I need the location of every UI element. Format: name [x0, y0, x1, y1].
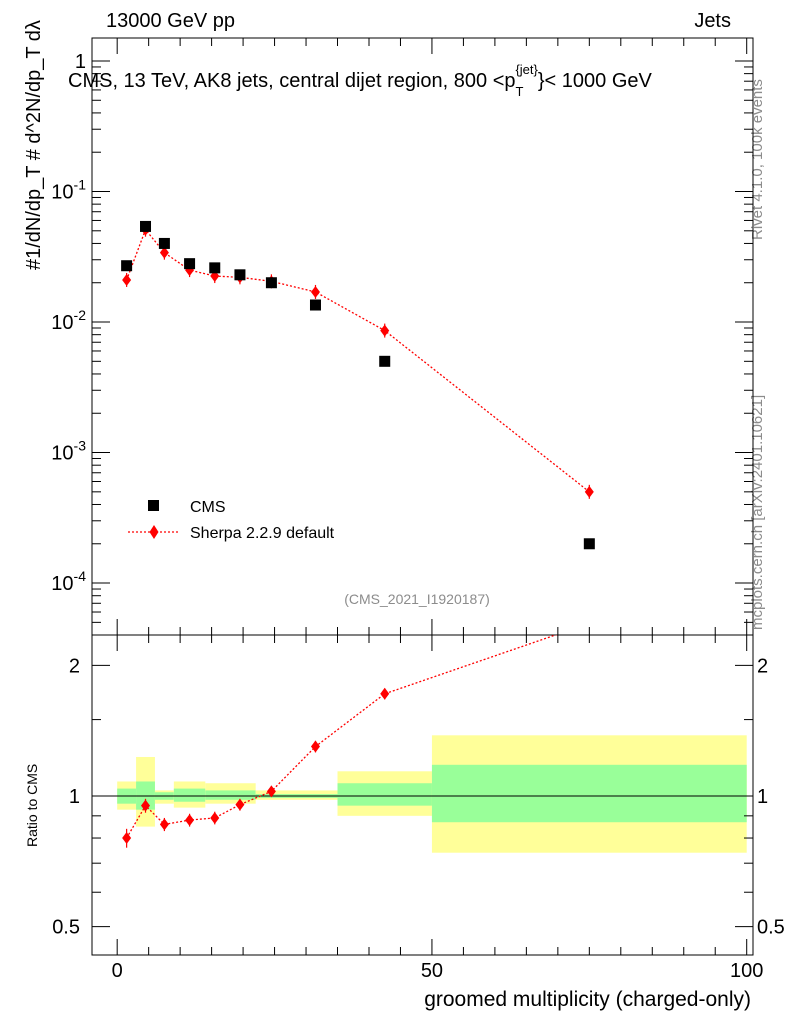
- x-tick-label-2: 100: [730, 960, 763, 982]
- main-ytick-label-3: 10-3: [51, 438, 86, 465]
- ratio-mc-line: [126, 635, 558, 839]
- chart-title-main: CMS, 13 TeV, AK8 jets, central dijet reg…: [68, 70, 516, 92]
- ratio-mc-point-6: [266, 785, 276, 798]
- ratio-uncertainty-bands: [117, 735, 747, 853]
- mc-line: [126, 228, 590, 493]
- data-point-0: [121, 260, 133, 272]
- ratio-ytick-label-left-1: 1: [69, 786, 80, 808]
- data-point-6: [265, 277, 277, 289]
- ratio-frame: [91, 634, 754, 956]
- mc-point-8: [380, 324, 390, 337]
- legend-mc-marker: [149, 525, 159, 539]
- main-ytick-label-2: 10-2: [51, 307, 86, 334]
- data-point-4: [209, 262, 221, 274]
- main-ytick-label-0: 1: [75, 51, 86, 73]
- mc-point-7: [310, 285, 320, 298]
- main-ylabel-text: #1/dN/dp_T # d^2N/dp_T dλ: [23, 20, 45, 270]
- main-frame: [91, 37, 754, 636]
- ratio-mc-point-8: [380, 687, 390, 700]
- ratio-ytick-label-left-0: 0.5: [52, 917, 80, 939]
- ratio-ytick-label-left-2: 2: [69, 655, 80, 677]
- ratio-mc-point-0: [122, 832, 132, 845]
- data-point-9: [583, 538, 595, 550]
- mcplots-label-group: mcplots.cern.ch [arXiv:2401.10621]: [749, 395, 766, 630]
- mc-point-2: [159, 246, 169, 259]
- data-point-1: [140, 220, 152, 232]
- legend-data-marker: [148, 500, 159, 511]
- legend: CMS Sherpa 2.2.9 default: [128, 499, 335, 542]
- rivet-label: Rivet 4.1.0, 100k events: [749, 79, 766, 240]
- data-point-5: [234, 269, 246, 281]
- ratio-mc-series: [122, 635, 558, 848]
- mc-point-9: [584, 485, 594, 498]
- chart-title: CMS, 13 TeV, AK8 jets, central dijet reg…: [68, 62, 653, 99]
- legend-data-label: CMS: [190, 499, 226, 516]
- data-point-3: [184, 258, 196, 270]
- chart-title-sup: {jet}: [515, 62, 538, 77]
- ratio-axis-ticks: 0.5 0.5 1 1 2 2 0 50 100: [52, 635, 785, 982]
- band-inner-4: [205, 790, 256, 800]
- data-point-2: [158, 237, 170, 249]
- main-ytick-label-1: 10-1: [51, 177, 86, 204]
- ratio-ytick-label-right-2: 2: [757, 655, 768, 677]
- ratio-ylabel: Ratio to CMS: [24, 764, 40, 847]
- main-axis-ticks: 1 10-1 10-2 10-3 10-4: [51, 38, 753, 636]
- ratio-mc-point-1: [141, 799, 151, 812]
- ratio-mc-clipped: [122, 635, 558, 848]
- ratio-mc-point-7: [310, 740, 320, 753]
- band-inner-6: [337, 783, 432, 806]
- ratio-mc-point-5: [235, 798, 245, 811]
- legend-mc-label: Sherpa 2.2.9 default: [190, 525, 335, 542]
- ratio-mc-point-2: [159, 818, 169, 831]
- x-tick-label-0: 0: [112, 960, 123, 982]
- chart-title-sub: T: [516, 84, 524, 99]
- rivet-label-group: Rivet 4.1.0, 100k events: [749, 79, 766, 240]
- ratio-mc-point-3: [185, 814, 195, 827]
- data-point-8: [379, 355, 391, 367]
- band-inner-3: [173, 788, 206, 802]
- analysis-id: (CMS_2021_I1920187): [344, 591, 490, 607]
- ratio-ylabel-text: Ratio to CMS: [24, 764, 40, 847]
- ratio-ytick-label-right-0: 0.5: [757, 917, 785, 939]
- ratio-ytick-label-right-1: 1: [757, 786, 768, 808]
- plot-frames: [91, 37, 754, 956]
- chart-title-end: }< 1000 GeV: [538, 70, 653, 92]
- band-inner-7: [431, 764, 747, 823]
- mc-point-0: [122, 273, 132, 286]
- main-ytick-label-4: 10-4: [51, 568, 86, 595]
- data-point-7: [309, 299, 321, 311]
- x-axis-label: groomed multiplicity (charged-only): [424, 988, 751, 1011]
- mcplots-label: mcplots.cern.ch [arXiv:2401.10621]: [749, 395, 766, 630]
- process-label: Jets: [694, 10, 731, 32]
- x-tick-label-1: 50: [421, 960, 443, 982]
- main-ylabel: #1/dN/dp_T # d^2N/dp_T dλ: [23, 20, 45, 270]
- energy-label: 13000 GeV pp: [106, 10, 235, 32]
- main-data-series: [121, 220, 595, 550]
- ratio-mc-point-4: [210, 811, 220, 824]
